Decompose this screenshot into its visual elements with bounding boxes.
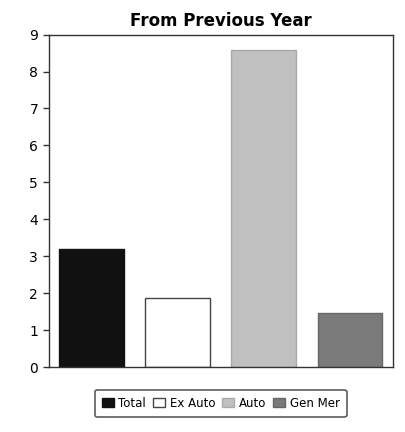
Bar: [145, 298, 210, 367]
Legend: Total, Ex Auto, Auto, Gen Mer: Total, Ex Auto, Auto, Gen Mer: [95, 390, 347, 417]
Bar: [232, 51, 296, 367]
Bar: [318, 313, 382, 367]
Title: From Previous Year: From Previous Year: [130, 12, 311, 30]
Bar: [60, 249, 124, 367]
